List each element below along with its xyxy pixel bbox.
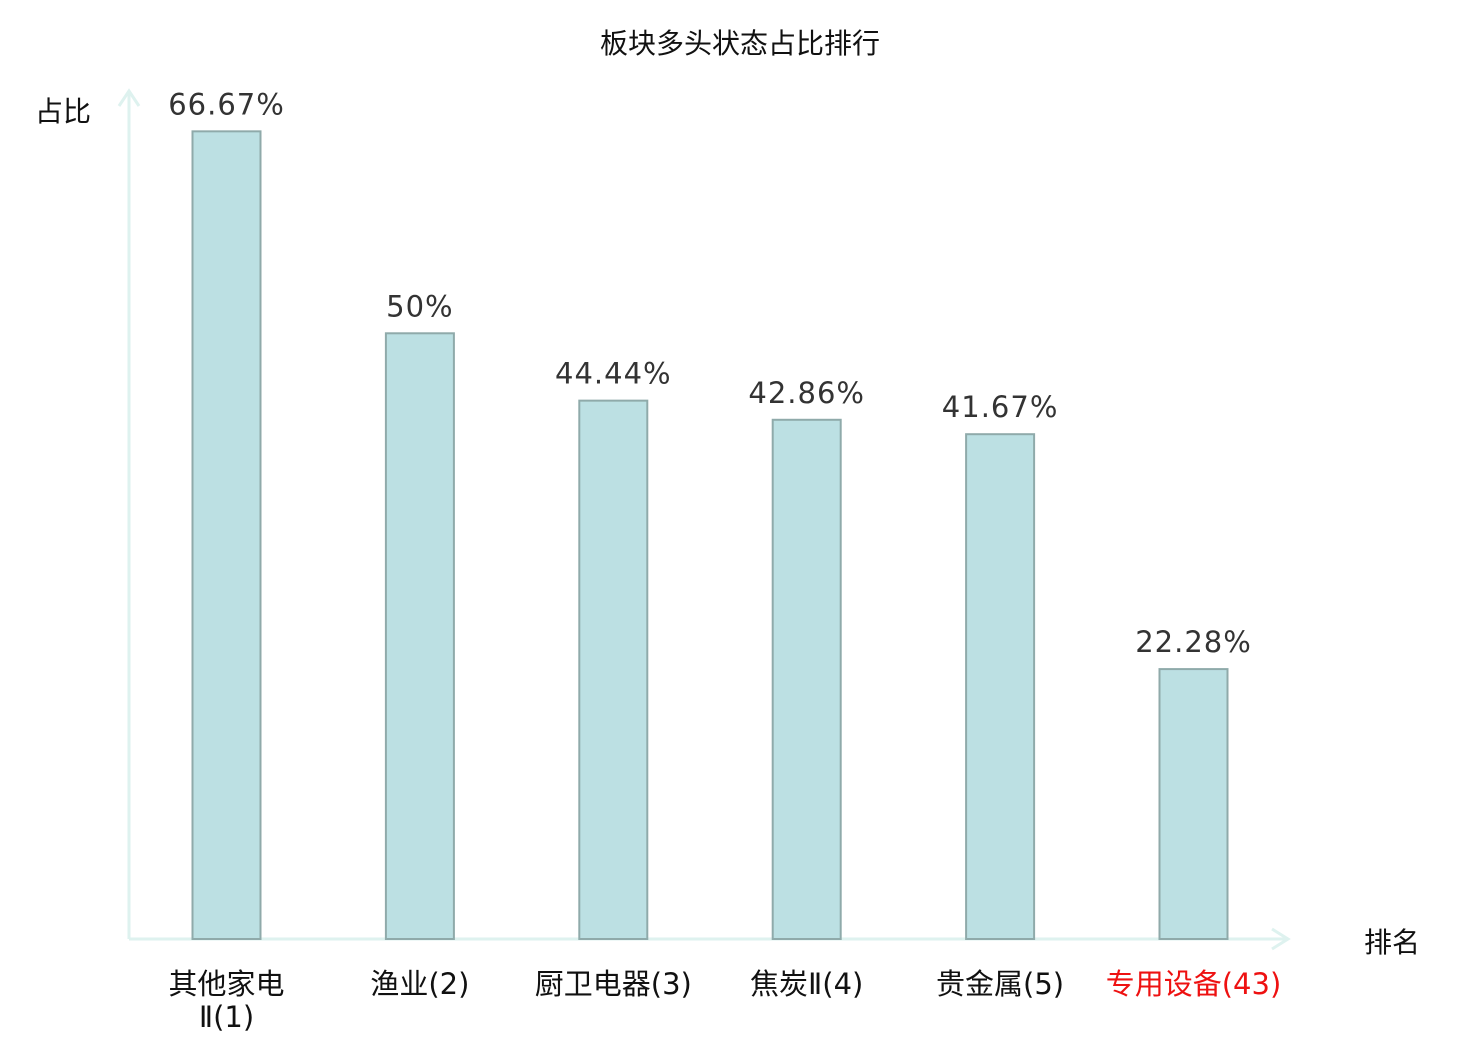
bar	[771, 418, 842, 940]
data-label: 44.44%	[555, 357, 672, 391]
bar	[965, 433, 1036, 940]
x-tick-label: 厨卫电器(3)	[535, 967, 692, 1001]
x-tick-label: 贵金属(5)	[936, 967, 1064, 1001]
data-label: 66.67%	[168, 87, 285, 121]
bar	[191, 130, 262, 940]
y-axis	[117, 88, 141, 939]
data-label: 50%	[386, 289, 453, 323]
x-axis	[129, 927, 1291, 951]
x-tick-label: 焦炭Ⅱ(4)	[750, 967, 863, 1001]
bar	[1158, 668, 1229, 940]
x-tick-label: 其他家电	[168, 967, 284, 1001]
x-axis-label: 排名	[1364, 926, 1420, 959]
data-label: 22.28%	[1135, 625, 1252, 659]
bar	[578, 399, 649, 941]
x-tick-label: Ⅱ(1)	[199, 1000, 254, 1034]
bar	[384, 332, 455, 940]
y-axis-label: 占比	[35, 95, 91, 128]
x-tick-label: 专用设备(43)	[1106, 967, 1282, 1001]
chart-title: 板块多头状态占比排行	[600, 27, 880, 60]
data-label: 42.86%	[748, 376, 865, 410]
x-tick-label: 渔业(2)	[370, 967, 469, 1001]
data-label: 41.67%	[942, 390, 1059, 424]
